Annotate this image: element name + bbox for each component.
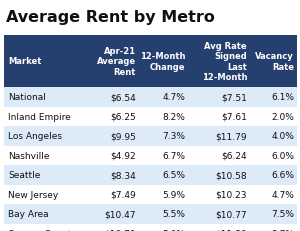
Text: 7.5%: 7.5%: [271, 209, 294, 218]
Bar: [4, 126, 297, 146]
Text: $4.92: $4.92: [110, 151, 136, 160]
Text: Bay Area: Bay Area: [8, 209, 49, 218]
Text: Apr-21
Average
Rent: Apr-21 Average Rent: [97, 47, 136, 76]
Text: 12-Month
Change: 12-Month Change: [140, 52, 186, 71]
Text: Market: Market: [8, 57, 41, 66]
Bar: [4, 107, 297, 126]
Text: $10.23: $10.23: [216, 190, 247, 199]
Text: $10.58: $10.58: [215, 170, 247, 179]
Text: $10.77: $10.77: [215, 209, 247, 218]
Text: Average Rent by Metro: Average Rent by Metro: [6, 10, 215, 25]
Text: $6.24: $6.24: [221, 151, 247, 160]
Bar: [4, 88, 297, 107]
Text: 3.7%: 3.7%: [271, 229, 294, 231]
Text: 4.7%: 4.7%: [271, 190, 294, 199]
Text: $9.95: $9.95: [110, 132, 136, 141]
Text: 6.1%: 6.1%: [271, 93, 294, 102]
Bar: [4, 224, 297, 231]
Text: Vacancy
Rate: Vacancy Rate: [255, 52, 294, 71]
Text: $6.25: $6.25: [110, 112, 136, 121]
Text: 6.7%: 6.7%: [163, 151, 186, 160]
Bar: [4, 146, 297, 165]
Text: 6.0%: 6.0%: [271, 151, 294, 160]
Text: 5.9%: 5.9%: [163, 190, 186, 199]
Text: 8.2%: 8.2%: [163, 112, 186, 121]
Text: 2.0%: 2.0%: [271, 112, 294, 121]
Text: National: National: [8, 93, 46, 102]
Bar: [4, 165, 297, 185]
Text: 6.6%: 6.6%: [271, 170, 294, 179]
Text: $10.79: $10.79: [104, 229, 136, 231]
Text: $7.61: $7.61: [221, 112, 247, 121]
Text: 4.7%: 4.7%: [163, 93, 186, 102]
Text: 6.5%: 6.5%: [163, 170, 186, 179]
Text: 7.3%: 7.3%: [163, 132, 186, 141]
Text: 5.5%: 5.5%: [163, 209, 186, 218]
Text: $11.89: $11.89: [215, 229, 247, 231]
Text: $7.49: $7.49: [110, 190, 136, 199]
Text: Seattle: Seattle: [8, 170, 41, 179]
Text: $10.47: $10.47: [104, 209, 136, 218]
Text: $6.54: $6.54: [110, 93, 136, 102]
Bar: [4, 204, 297, 224]
Text: Nashville: Nashville: [8, 151, 50, 160]
Text: Avg Rate
Signed
Last
12-Month: Avg Rate Signed Last 12-Month: [202, 42, 247, 81]
Text: New Jersey: New Jersey: [8, 190, 58, 199]
Text: Los Angeles: Los Angeles: [8, 132, 62, 141]
Bar: [4, 185, 297, 204]
Text: 4.0%: 4.0%: [271, 132, 294, 141]
Text: 5.0%: 5.0%: [163, 229, 186, 231]
Text: Orange County: Orange County: [8, 229, 76, 231]
Bar: [4, 36, 297, 88]
Text: $11.79: $11.79: [215, 132, 247, 141]
Text: $7.51: $7.51: [221, 93, 247, 102]
Text: Inland Empire: Inland Empire: [8, 112, 71, 121]
Text: $8.34: $8.34: [110, 170, 136, 179]
